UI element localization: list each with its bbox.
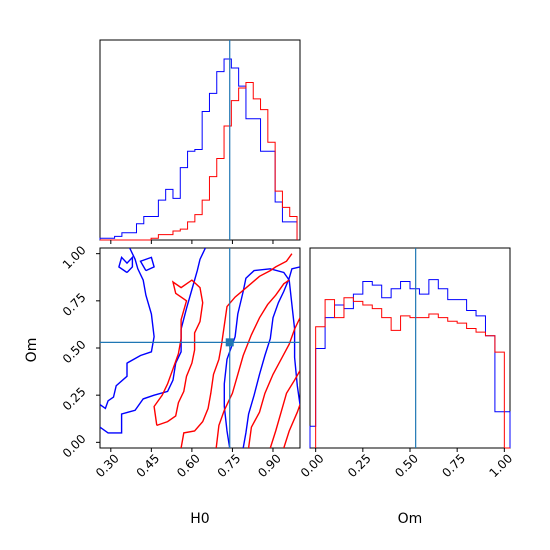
contour-series-0-level-2 <box>223 268 300 448</box>
om-hist-xtick-label-3: 0.75 <box>439 451 468 480</box>
om-hist-xtick-label-4: 1.00 <box>487 451 516 480</box>
y-axis-label-om: Om <box>24 338 40 363</box>
om-hist-xtick-label-2: 0.50 <box>392 451 421 480</box>
om-histogram: 0.00 0.25 0.50 0.75 1.00 <box>298 248 515 480</box>
contour-ytick-label-3: 0.75 <box>60 290 89 319</box>
contour-series-1-level-1 <box>180 253 293 448</box>
contour-xtick-label-4: 0.90 <box>255 451 284 480</box>
om-hist-frame <box>309 247 511 449</box>
contour-truth-marker <box>225 338 234 347</box>
contour-lines <box>100 248 300 448</box>
contour-ytick-label-2: 0.50 <box>60 337 89 366</box>
x-axis-label-om: Om <box>398 511 423 527</box>
om-h0-contour: 0.30 0.45 0.60 0.75 0.90 0.00 0.25 0.50 0.75 1.00 <box>60 243 300 480</box>
om-hist-xtick-label-1: 0.25 <box>345 451 374 480</box>
contour-xtick-label-2: 0.60 <box>174 451 203 480</box>
contour-series-0-level-1 <box>100 248 207 434</box>
contour-xtick-label-1: 0.45 <box>134 451 163 480</box>
h0-hist-series-0 <box>99 58 298 240</box>
om-hist-series-1 <box>315 297 510 449</box>
h0-histogram <box>99 40 298 244</box>
contour-xtick-label-3: 0.75 <box>215 451 244 480</box>
h0-hist-series-1 <box>100 82 298 241</box>
contour-series-1-level-2 <box>215 279 290 448</box>
x-axis-label-h0: H0 <box>190 511 209 527</box>
contour-series-0-level-3 <box>242 266 300 448</box>
contour-series-1-level-4 <box>269 370 300 448</box>
om-hist-xtick-label-0: 0.00 <box>298 451 327 480</box>
h0-hist-frame <box>99 39 301 241</box>
contour-series-0-level-4 <box>118 255 134 274</box>
contour-series-1-level-5 <box>283 404 300 448</box>
contour-series-1-level-0 <box>153 279 204 427</box>
contour-xtick-label-0: 0.30 <box>93 451 122 480</box>
contour-ytick-label-1: 0.25 <box>60 385 89 414</box>
contour-series-0-level-0 <box>100 248 155 410</box>
contour-ytick-label-0: 0.00 <box>60 432 89 461</box>
contour-ytick-label-4: 1.00 <box>60 243 89 272</box>
contour-series-0-level-5 <box>139 256 155 272</box>
om-hist-series-0 <box>309 279 511 448</box>
contour-frame <box>99 247 301 449</box>
contour-series-1-level-3 <box>247 317 300 448</box>
